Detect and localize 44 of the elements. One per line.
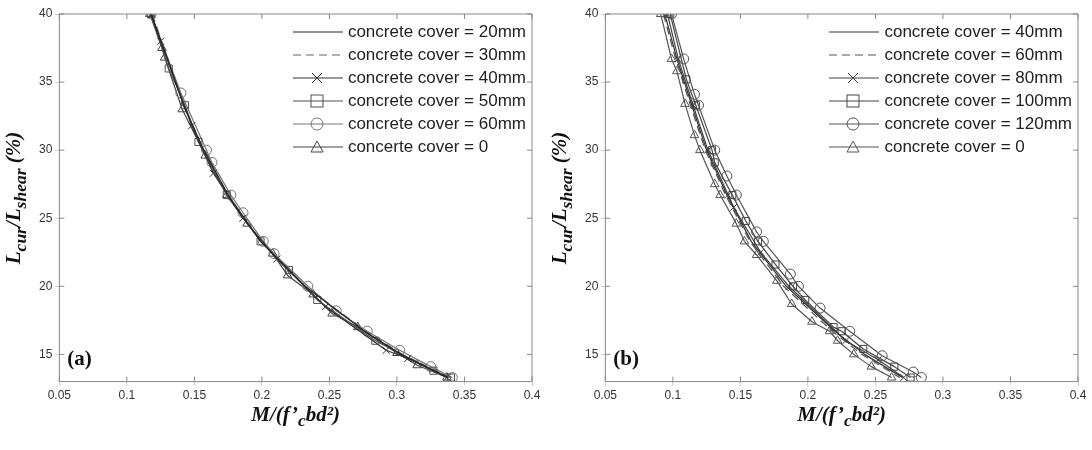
y-tick-label: 35 xyxy=(584,74,599,89)
x-tick-label: 0.35 xyxy=(998,388,1023,403)
y-tick-label: 30 xyxy=(584,142,599,157)
legend-label: concrete cover = 30mm xyxy=(347,44,526,66)
y-tick-label: 25 xyxy=(584,210,599,225)
x-tick-label: 0.3 xyxy=(934,388,952,403)
x-tick-label: 0.1 xyxy=(664,388,682,403)
x-tick-label: 0.4 xyxy=(1069,388,1087,403)
y-tick-label: 30 xyxy=(38,142,53,157)
x-tick-label: 0.3 xyxy=(388,388,406,403)
x-axis-title: M/(f’$_{c}$bd²) xyxy=(797,401,887,431)
annotation: (a) xyxy=(67,345,92,371)
x-tick-label: 0.05 xyxy=(47,388,72,403)
x-tick-label: 0.25 xyxy=(317,388,342,403)
x-axis-title: M/(f’$_{c}$bd²) xyxy=(251,401,341,431)
x-tick-label: 0.2 xyxy=(799,388,817,403)
x-tick-label: 0.4 xyxy=(523,388,541,403)
x-tick-label: 0.35 xyxy=(452,388,477,403)
y-tick-label: 40 xyxy=(38,6,53,21)
y-tick-label: 15 xyxy=(584,346,599,361)
y-tick-label: 25 xyxy=(38,210,53,225)
annotation: (b) xyxy=(613,345,640,371)
y-tick-label: 20 xyxy=(584,278,599,293)
x-tick-label: 0.2 xyxy=(253,388,271,403)
x-tick-label: 0.1 xyxy=(118,388,136,403)
legend-label: concrete cover = 50mm xyxy=(347,90,526,112)
legend-label: concrete cover = 60mm xyxy=(347,113,526,135)
legend-label: concrete cover = 80mm xyxy=(884,67,1063,89)
x-tick-label: 0.25 xyxy=(863,388,888,403)
y-tick-label: 20 xyxy=(38,278,53,293)
legend-label: concrete cover = 40mm xyxy=(347,67,526,89)
legend-label: concerte cover = 0 xyxy=(347,136,489,158)
x-tick-label: 0.05 xyxy=(593,388,618,403)
legend-label: concrete cover = 120mm xyxy=(884,113,1072,135)
y-tick-label: 15 xyxy=(38,346,53,361)
y-tick-label: 40 xyxy=(584,6,599,21)
legend-label: concrete cover = 40mm xyxy=(884,21,1063,43)
x-tick-label: 0.15 xyxy=(182,388,207,403)
legend-label: concrete cover = 60mm xyxy=(884,44,1063,66)
legend-label: concrete cover = 20mm xyxy=(347,21,526,43)
legend-label: concrete cover = 100mm xyxy=(884,90,1072,112)
legend-label: concrete cover = 0 xyxy=(884,136,1025,158)
y-tick-label: 35 xyxy=(38,74,53,89)
x-tick-label: 0.15 xyxy=(728,388,753,403)
